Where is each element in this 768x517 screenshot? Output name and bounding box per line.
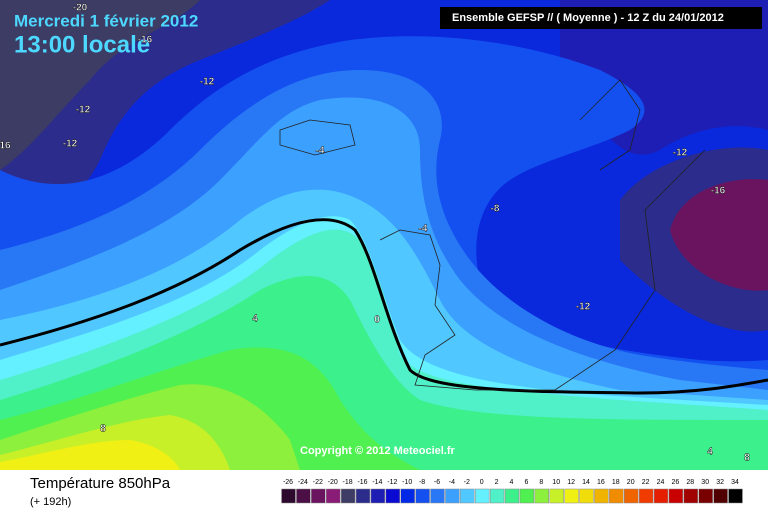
run-box [440,7,762,29]
legend-swatch [594,488,609,504]
legend-swatch [281,488,296,504]
legend-swatch [385,488,401,504]
legend-label: 12 [567,479,575,486]
legend-label: -2 [464,479,470,486]
contour-label: -12 [76,105,91,116]
legend-swatch [683,488,698,504]
legend-swatch [311,488,326,504]
legend-label: -4 [449,479,455,486]
contour-labels: -20 -16 -12 -12 -12 16 -4 -12 -16 -8 -4 -12 0 4 8 4 8 [0,2,750,464]
color-legend: -26 -24 -22 -20 -18 -16 -14 -12 -10 -8 -6 -4 -2 0 2 4 6 8… [281,479,743,504]
legend-swatch [579,488,594,504]
contour-label: 0 [374,315,380,326]
legend-swatch [668,488,684,504]
legend-label: 30 [701,479,709,486]
contour-label: -4 [419,224,428,235]
legend-label: 16 [597,479,605,486]
legend-label: 0 [480,479,484,486]
legend-label: -10 [402,479,412,486]
run-label: Ensemble GEFSP // ( Moyenne ) - 12 Z du … [452,12,724,24]
contour-label: -8 [491,204,500,215]
contour-label: -12 [673,148,688,159]
legend-label: -26 [283,479,293,486]
legend-label: 8 [539,479,543,486]
time-label: 13:00 locale [14,31,150,58]
legend-swatch [698,488,713,504]
copyright: Copyright © 2012 Meteociel.fr [300,445,456,457]
legend-swatch [296,488,311,504]
contour-label: -20 [73,3,88,14]
contour-label: -4 [316,146,325,157]
legend-label: 24 [657,479,665,486]
legend-swatch [326,488,341,504]
legend-label: -14 [372,479,382,486]
legend-swatch [638,488,654,504]
contour-label: 4 [252,314,258,325]
legend-label: 4 [510,479,514,486]
legend-label: -22 [313,479,323,486]
legend-swatch [430,488,445,504]
legend-label: 32 [716,479,724,486]
legend-swatch [475,488,490,504]
legend-label: 34 [731,479,739,486]
lead-time: (+ 192h) [30,496,71,508]
contour-label: 4 [707,447,713,458]
legend-label: 18 [612,479,620,486]
legend-label: -20 [328,479,338,486]
legend-swatch [460,488,475,504]
legend-swatch [445,488,460,504]
legend-label: -12 [387,479,397,486]
temperature-field [0,0,768,470]
legend-label: 10 [552,479,560,486]
legend-label: 28 [686,479,694,486]
contour-label: -12 [200,77,215,88]
legend-label: 26 [672,479,680,486]
legend-swatch [400,488,415,504]
legend-swatch [415,488,430,504]
legend-swatch [728,488,743,504]
date-label: Mercredi 1 février 2012 [14,11,198,30]
contour-label: -12 [63,139,78,150]
legend-label: 2 [495,479,499,486]
legend-swatch [713,488,728,504]
legend-label: -8 [419,479,425,486]
contour-label: -16 [138,35,153,46]
legend-swatch [609,488,624,504]
legend-swatch [504,488,520,504]
legend-label: -24 [298,479,308,486]
legend-label: 6 [524,479,528,486]
legend-label: 14 [582,479,590,486]
contour-label: -12 [576,302,591,313]
legend-swatch [549,488,564,504]
legend-swatch [355,488,371,504]
legend-swatch [370,488,386,504]
legend-swatch [534,488,549,504]
legend-swatch [624,488,639,504]
legend-label: -6 [434,479,440,486]
legend-label: -16 [357,479,367,486]
field-title: Température 850hPa [30,475,171,492]
legend-label: -18 [343,479,353,486]
legend-swatch [489,488,505,504]
legend-swatch [519,488,535,504]
contour-label: -16 [711,186,726,197]
legend-label: 20 [627,479,635,486]
legend-swatch [653,488,669,504]
legend-swatch [564,488,579,504]
legend-swatch [340,488,356,504]
contour-label: 8 [744,453,750,464]
contour-label: 8 [100,424,106,435]
legend-label: 22 [642,479,650,486]
contour-label: 16 [0,141,11,152]
